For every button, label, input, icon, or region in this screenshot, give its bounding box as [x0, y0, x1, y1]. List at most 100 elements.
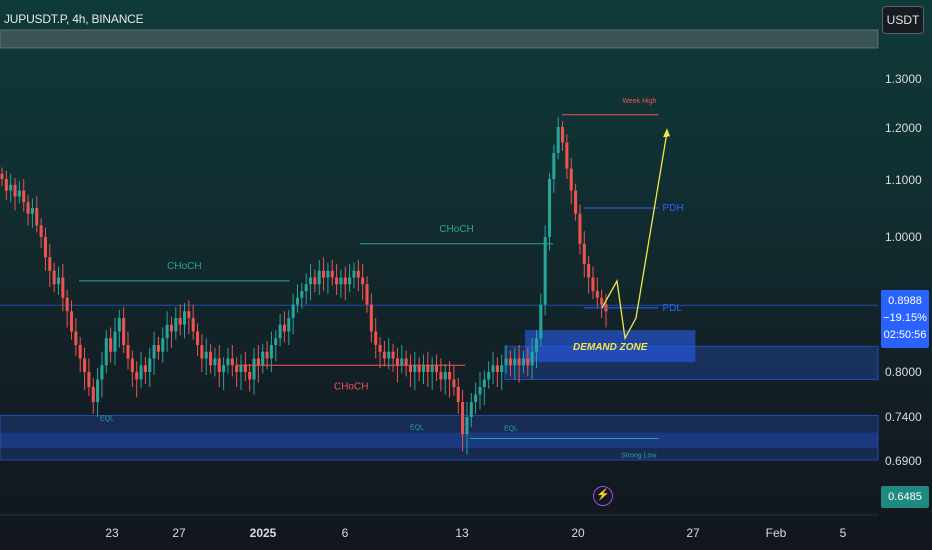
candle	[13, 184, 17, 197]
y-tick-label: 0.7400	[885, 410, 922, 424]
candle	[70, 311, 74, 332]
x-tick-label: 20	[571, 526, 585, 540]
candle	[139, 365, 143, 380]
candle	[534, 338, 538, 352]
structure-label: Strong Low	[621, 453, 657, 460]
candle	[152, 345, 156, 359]
candle	[178, 318, 182, 325]
eql-label: EQL	[410, 425, 424, 432]
candle	[530, 351, 534, 366]
candle	[382, 351, 386, 359]
candle	[452, 379, 456, 387]
candle	[435, 365, 439, 372]
candle	[100, 365, 104, 380]
candle	[196, 331, 200, 345]
low-price-badge: 0.6485	[881, 486, 929, 508]
candle	[187, 311, 191, 318]
candle	[304, 284, 308, 291]
candle	[335, 277, 339, 285]
candle	[374, 331, 378, 345]
candle	[48, 257, 52, 271]
candle	[265, 351, 269, 359]
candle	[439, 372, 443, 380]
candle	[109, 338, 113, 352]
demand-band-low-inner	[0, 432, 878, 448]
candle	[17, 190, 21, 197]
candle	[508, 358, 512, 366]
candle	[352, 270, 356, 278]
candle	[421, 365, 426, 372]
y-tick-label: 0.6900	[885, 454, 922, 468]
candle	[269, 345, 273, 359]
candle	[591, 277, 595, 291]
candle	[547, 179, 552, 237]
candle	[204, 351, 208, 359]
demand-zone-label: DEMAND ZONE	[573, 342, 648, 353]
candle	[326, 270, 330, 278]
y-tick-label: 0.8000	[885, 365, 922, 379]
candle	[556, 127, 560, 153]
candle	[222, 365, 226, 372]
candle	[91, 387, 95, 402]
candle	[426, 365, 430, 372]
candle	[56, 277, 61, 285]
structure-label: Week High	[622, 98, 656, 105]
candle	[578, 213, 582, 244]
candle	[235, 365, 239, 372]
candle	[539, 304, 543, 339]
x-tick-label: Feb	[765, 526, 787, 540]
candle	[495, 365, 499, 372]
current-price: 0.8988	[888, 295, 922, 307]
y-tick-label: 1.1000	[885, 173, 922, 187]
candle	[521, 358, 525, 366]
candle	[465, 417, 469, 435]
structure-label: CHoCH	[167, 261, 201, 272]
candle	[469, 402, 473, 417]
currency-button[interactable]: USDT	[882, 6, 924, 34]
lightning-icon[interactable]: ⚡	[593, 486, 613, 506]
candle	[322, 270, 326, 278]
candle	[230, 358, 234, 366]
candle	[313, 277, 317, 285]
candle	[287, 318, 291, 332]
x-tick-label: 2025	[249, 526, 277, 540]
candle	[135, 372, 139, 380]
candle	[491, 365, 495, 372]
candle	[404, 358, 408, 366]
x-tick-label: 27	[172, 526, 186, 540]
candle	[413, 365, 417, 372]
candle	[356, 270, 360, 278]
candle	[143, 365, 147, 372]
candle	[400, 358, 404, 366]
candle	[456, 387, 460, 402]
candle	[22, 190, 26, 203]
candle	[113, 331, 117, 352]
candle	[169, 324, 173, 332]
candle	[291, 304, 295, 318]
eql-label: EQL	[100, 416, 114, 423]
candle	[443, 372, 447, 380]
candle	[61, 277, 65, 298]
candle	[122, 318, 126, 345]
candle	[4, 179, 8, 191]
candle	[339, 277, 343, 285]
candle	[165, 324, 169, 339]
candle	[448, 372, 452, 380]
candle	[239, 365, 243, 372]
candle	[574, 190, 578, 214]
candle	[117, 318, 121, 332]
candle	[395, 358, 399, 366]
projection-path	[601, 132, 668, 341]
candle	[587, 264, 591, 278]
candle	[391, 351, 395, 359]
candle	[161, 338, 165, 352]
candle	[295, 297, 300, 305]
candle	[130, 358, 134, 372]
candle	[104, 338, 108, 366]
candle	[348, 277, 352, 285]
x-tick-label: 23	[105, 526, 119, 540]
current-price-badge: 0.8988 −19.15% 02:50:56	[881, 290, 929, 348]
candle	[256, 358, 260, 366]
candle	[148, 358, 152, 372]
